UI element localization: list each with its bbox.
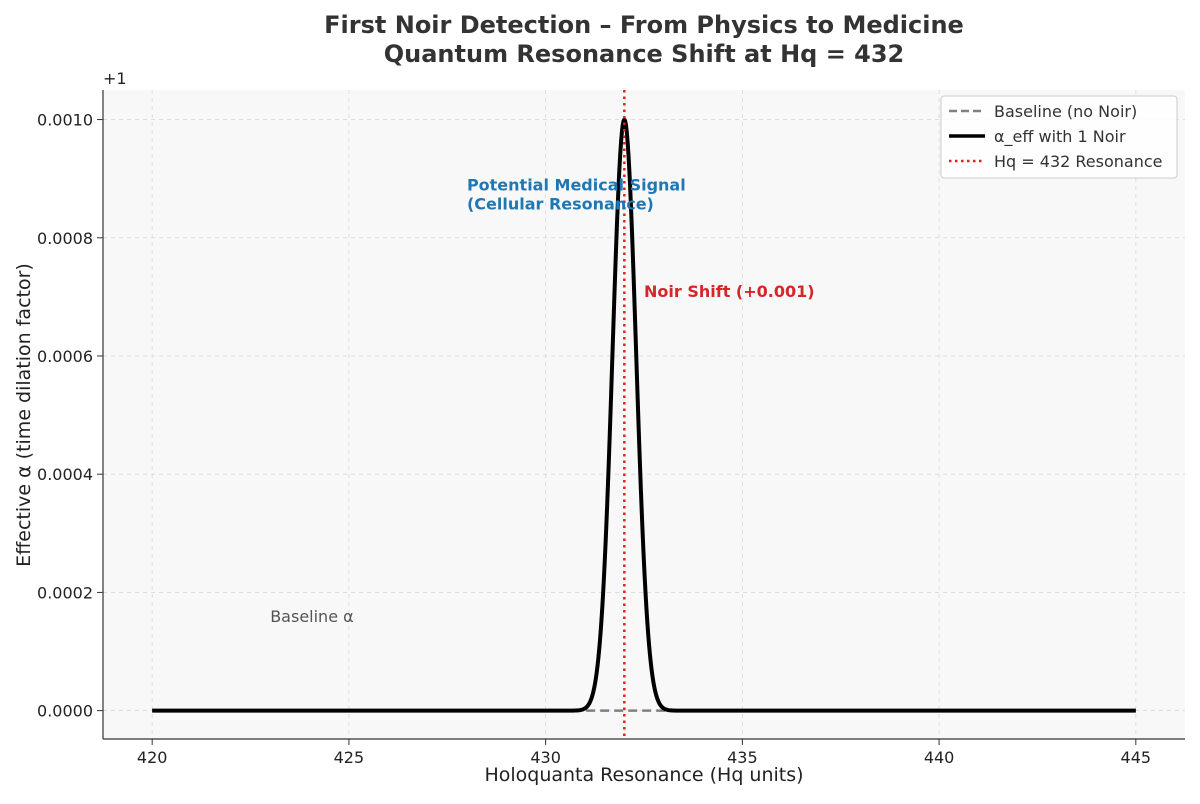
x-tick-label: 435: [727, 748, 758, 767]
x-tick-label: 420: [137, 748, 168, 767]
x-tick-label: 440: [924, 748, 955, 767]
legend-label-baseline: Baseline (no Noir): [994, 102, 1137, 121]
annotation-medical: Potential Medical Signal: [467, 175, 686, 194]
y-tick-label: 0.0002: [37, 583, 93, 602]
y-ticks: 0.0000 0.0002 0.0004 0.0006 0.0008 0.0010: [37, 111, 103, 721]
x-tick-label: 445: [1121, 748, 1152, 767]
legend-label-alpha-eff: α_eff with 1 Noir: [994, 127, 1126, 147]
annotations: Potential Medical Signal(Cellular Resona…: [270, 175, 814, 625]
y-tick-label: 0.0006: [37, 347, 93, 366]
legend-box: [940, 95, 1178, 179]
x-tick-label: 425: [334, 748, 365, 767]
chart-title-line2: Quantum Resonance Shift at Hq = 432: [384, 40, 905, 68]
y-axis-label: Effective α (time dilation factor): [13, 263, 35, 567]
annotation-noir-shift: Noir Shift (+0.001): [644, 282, 815, 301]
series-line-alpha-eff: [151, 117, 1137, 713]
series-layer: [151, 90, 1137, 739]
y-offset-label: +1: [103, 69, 127, 88]
chart-title-line1: First Noir Detection – From Physics to M…: [324, 11, 964, 39]
y-tick-label: 0.0004: [37, 465, 93, 484]
x-tick-label: 430: [530, 748, 561, 767]
x-ticks: 420 425 430 435 440 445: [137, 739, 1151, 767]
legend: Baseline (no Noir) α_eff with 1 Noir Hq …: [940, 95, 1178, 179]
legend-label-resonance: Hq = 432 Resonance: [994, 152, 1162, 171]
plot-area: [103, 90, 1185, 739]
x-axis-label: Holoquanta Resonance (Hq units): [484, 764, 803, 786]
annotation-baseline: Baseline α: [270, 607, 353, 626]
y-tick-label: 0.0008: [37, 229, 93, 248]
annotation-medical-line2: (Cellular Resonance): [467, 194, 654, 213]
y-tick-label: 0.0010: [37, 111, 93, 130]
y-tick-label: 0.0000: [37, 702, 93, 721]
